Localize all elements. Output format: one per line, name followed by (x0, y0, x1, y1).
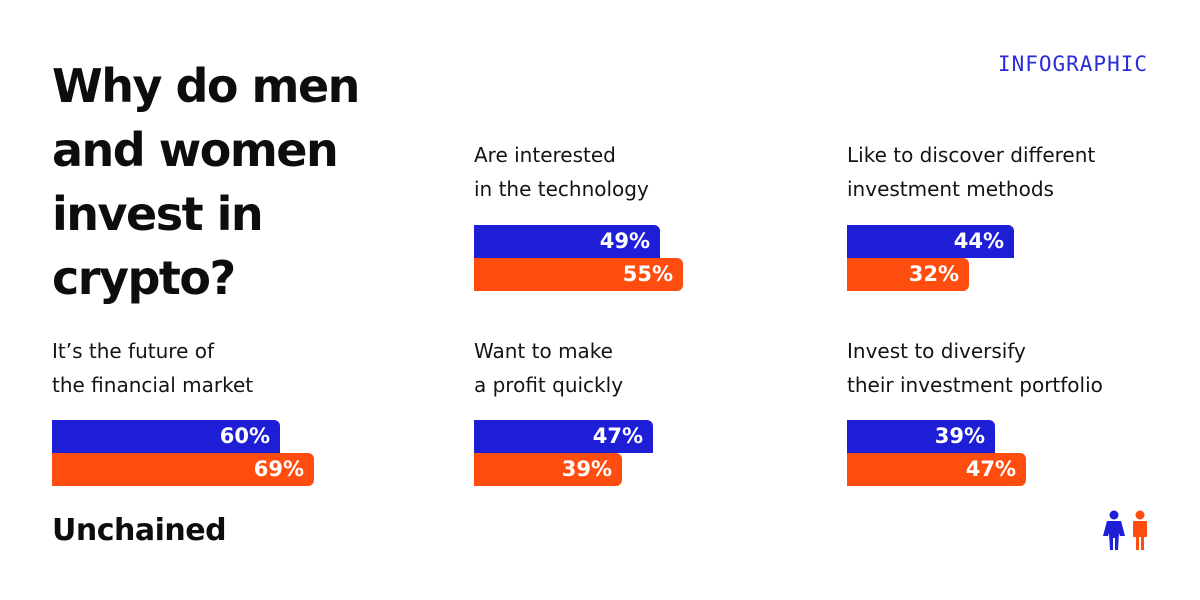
bar-value-label: 69% (253, 457, 304, 481)
category-label-line: investment methods (847, 177, 1054, 201)
category-label-line: Like to discover different (847, 143, 1096, 167)
bar-women: 39% (474, 453, 622, 486)
bar-men: 60% (52, 420, 280, 453)
bar-value-label: 47% (965, 457, 1016, 481)
category-label: Like to discover different investment met… (847, 138, 1167, 206)
category-label: Are interested in the technology (474, 138, 794, 206)
chart-block: Like to discover different investment met… (847, 138, 1167, 291)
page-title: Why do men and women invest in crypto? (52, 59, 360, 305)
category-label-line: Want to make (474, 339, 613, 363)
bar-pair: 49% 55% (474, 225, 794, 291)
category-label-line: Invest to diversify (847, 339, 1026, 363)
category-label: Invest to diversify their investment port… (847, 334, 1167, 402)
bar-women: 55% (474, 258, 683, 291)
chart-block: Invest to diversify their investment port… (847, 334, 1167, 486)
bar-pair: 47% 39% (474, 420, 794, 486)
bar-men: 47% (474, 420, 653, 453)
bar-men: 49% (474, 225, 660, 258)
chart-block: Want to make a profit quickly 47% 39% (474, 334, 794, 486)
category-label-line: their investment portfolio (847, 373, 1103, 397)
bar-value-label: 55% (622, 262, 673, 286)
bar-value-label: 60% (219, 424, 270, 448)
bar-pair: 39% 47% (847, 420, 1167, 486)
category-label: It’s the future of the financial market (52, 334, 372, 402)
category-label-line: the financial market (52, 373, 254, 397)
bar-value-label: 44% (953, 229, 1004, 253)
chart-block: It’s the future of the financial market 60… (52, 334, 372, 486)
bar-value-label: 49% (599, 229, 650, 253)
bar-pair: 60% 69% (52, 420, 372, 486)
infographic-tag: INFOGRAPHIC (997, 52, 1148, 76)
category-label-line: in the technology (474, 177, 649, 201)
category-label-line: Are interested (474, 143, 616, 167)
person-orange-icon (1133, 510, 1147, 550)
bar-women: 69% (52, 453, 314, 486)
gender-icons (1100, 510, 1156, 550)
bar-women: 47% (847, 453, 1026, 486)
bar-pair: 44% 32% (847, 225, 1167, 291)
bar-women: 32% (847, 258, 969, 291)
category-label-line: It’s the future of (52, 339, 215, 363)
brand-logo: Unchained (52, 513, 227, 548)
bar-value-label: 39% (561, 457, 612, 481)
chart-block: Are interested in the technology 49% 55% (474, 138, 794, 291)
person-blue-icon (1103, 510, 1147, 550)
category-label: Want to make a profit quickly (474, 334, 794, 402)
bar-men: 44% (847, 225, 1014, 258)
bar-value-label: 32% (908, 262, 959, 286)
category-label-line: a profit quickly (474, 373, 624, 397)
bar-men: 39% (847, 420, 995, 453)
bar-value-label: 47% (592, 424, 643, 448)
bar-value-label: 39% (934, 424, 985, 448)
